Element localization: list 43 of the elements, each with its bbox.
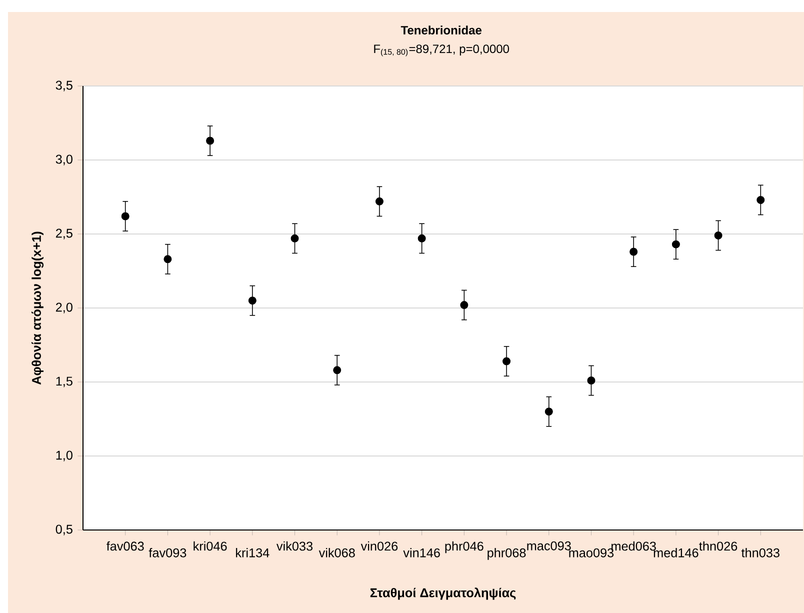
point xyxy=(544,408,553,416)
point xyxy=(375,197,384,206)
chart-title: Tenebrionidae xyxy=(400,26,482,34)
point xyxy=(714,231,722,240)
point xyxy=(630,248,638,256)
x-axis-title: Σταθμοί Δειγματοληψίας xyxy=(370,588,516,600)
point xyxy=(121,212,130,220)
y-tick-label: 2,0 xyxy=(56,302,72,314)
x-tick-label: mac093 xyxy=(527,541,571,550)
point xyxy=(460,301,468,310)
point xyxy=(164,255,172,264)
point xyxy=(418,234,426,242)
y-tick-label: 1,5 xyxy=(56,376,72,388)
x-tick-label: kri134 xyxy=(236,548,270,558)
x-tick-label: phr068 xyxy=(488,548,526,560)
x-tick-label: med063 xyxy=(612,541,656,551)
point xyxy=(333,366,342,374)
x-tick-label: kri046 xyxy=(194,541,227,551)
point xyxy=(206,136,214,145)
point xyxy=(248,296,256,305)
x-tick-label: thn026 xyxy=(699,541,738,551)
y-tick-label: 2,5 xyxy=(56,228,72,240)
x-tick-label: fav093 xyxy=(148,548,186,558)
point xyxy=(502,357,511,366)
x-tick-label: med146 xyxy=(654,548,698,558)
x-tick-label: vin026 xyxy=(360,541,398,551)
x-tick-label: vik033 xyxy=(276,541,313,551)
x-tick-label: mao093 xyxy=(569,548,614,558)
point xyxy=(756,196,765,204)
point xyxy=(587,376,596,385)
x-tick-label: fav063 xyxy=(106,541,144,551)
y-tick-label: 1,0 xyxy=(56,450,72,462)
point xyxy=(290,234,299,242)
x-tick-label: phr046 xyxy=(445,541,484,554)
x-tick-label: vik068 xyxy=(318,548,355,558)
x-tick-label: vin146 xyxy=(403,548,440,558)
x-tick-label: thn033 xyxy=(741,548,780,558)
chart-subtitle: F$_{(15, 80)}$=89,721, p=0,0000 xyxy=(374,44,510,56)
point xyxy=(672,240,680,248)
y-axis-title: Αφθονία ατόμων log(x+1) xyxy=(32,232,44,385)
y-tick-label: 3,5 xyxy=(56,80,72,92)
y-tick-label: 3,0 xyxy=(56,154,72,166)
y-tick-label: 0,5 xyxy=(56,524,72,536)
